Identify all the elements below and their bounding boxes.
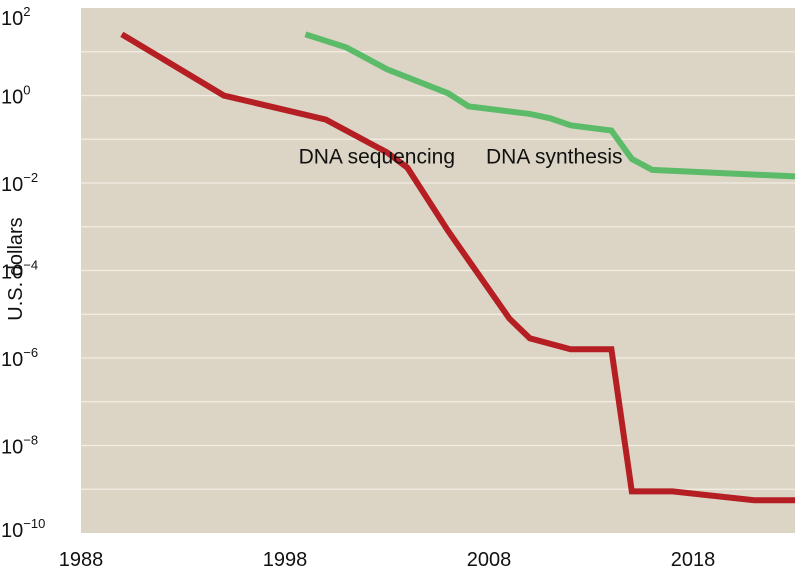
series-line-dna-synthesis <box>304 31 796 180</box>
y-axis-title: U.S. dollars <box>5 217 27 320</box>
y-tick-label: 10−6 <box>1 345 38 371</box>
series-label-dna-synthesis: DNA synthesis <box>486 145 623 168</box>
y-tick-label: 10−4 <box>1 258 38 284</box>
y-tick-label: 102 <box>1 4 30 30</box>
x-tick-label: 2018 <box>671 549 716 571</box>
y-tick-label: 100 <box>1 83 30 109</box>
x-tick-label: 1998 <box>263 549 308 571</box>
series-line-dna-sequencing <box>120 31 795 504</box>
x-tick-label: 1988 <box>59 549 104 571</box>
y-tick-label: 10−10 <box>1 516 45 542</box>
x-tick-label: 2008 <box>467 549 512 571</box>
y-tick-label: 10−8 <box>1 433 38 459</box>
series-label-dna-sequencing: DNA sequencing <box>299 145 455 168</box>
y-tick-label: 10−2 <box>1 170 38 196</box>
